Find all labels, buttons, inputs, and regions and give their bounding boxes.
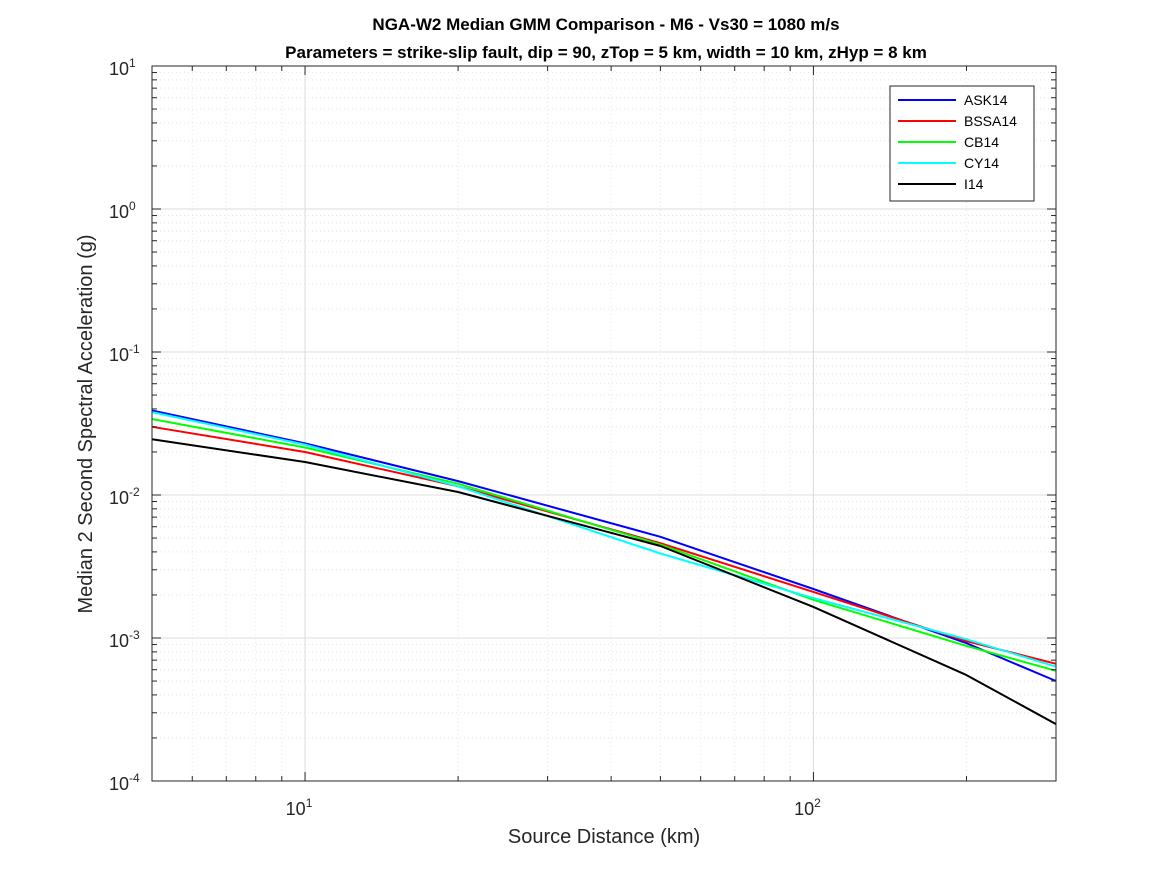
legend-label-bssa14: BSSA14 [964,113,1017,129]
legend-label-i14: I14 [964,176,984,192]
chart-subtitle: Parameters = strike-slip fault, dip = 90… [285,43,927,62]
series-line-ask14 [151,409,1057,682]
legend-label-ask14: ASK14 [964,92,1008,108]
y-axis-label: Median 2 Second Spectral Acceleration (g… [75,234,97,613]
y-tick-exponent: 1 [129,56,136,70]
legend-label-cy14: CY14 [964,155,999,171]
y-tick-exponent: -3 [129,628,140,642]
x-axis-label: Source Distance (km) [508,826,700,848]
y-tick-exponent: -2 [129,485,140,499]
y-tick-exponent: -1 [129,342,140,356]
series-line-i14 [151,438,1057,725]
y-tick-exponent: 0 [129,199,136,213]
y-tick-exponent: -4 [129,771,140,785]
legend-box [889,85,1035,202]
series-layer [151,409,1057,725]
plot-frame [151,65,1057,782]
ticks-layer [151,65,1057,782]
legend: ASK14 BSSA14 CB14 CY14 I14 [889,85,1035,202]
legend-label-cb14: CB14 [964,134,999,150]
x-tick-exponent: 1 [306,796,313,810]
x-tick-exponent: 2 [814,796,821,810]
chart-title: NGA-W2 Median GMM Comparison - M6 - Vs30… [372,15,839,34]
series-line-cy14 [151,411,1057,668]
series-line-bssa14 [151,425,1057,665]
series-line-cb14 [151,418,1057,672]
